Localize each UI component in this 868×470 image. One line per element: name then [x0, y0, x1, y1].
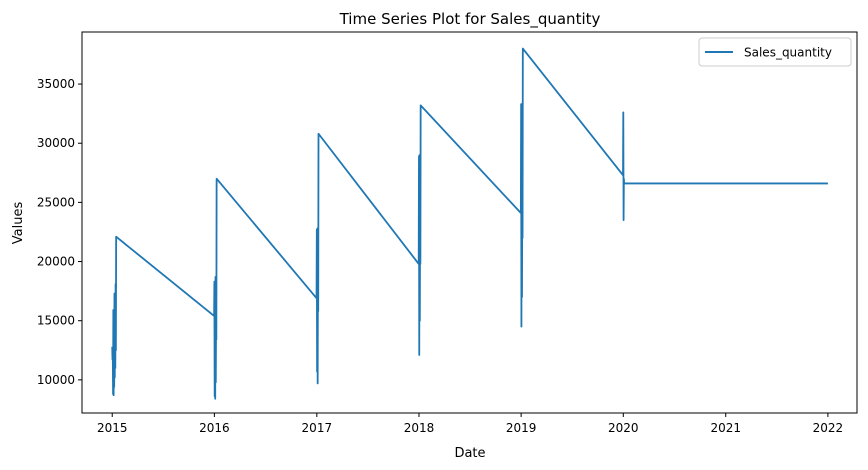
- x-tick-label: 2018: [404, 421, 435, 435]
- x-tick-label: 2022: [813, 421, 844, 435]
- x-tick-label: 2016: [199, 421, 230, 435]
- y-tick-label: 30000: [37, 136, 75, 150]
- y-axis-label: Values: [11, 202, 26, 245]
- y-tick-label: 35000: [37, 77, 75, 91]
- y-tick-label: 15000: [37, 314, 75, 328]
- legend-box: [698, 37, 852, 67]
- x-tick-label: 2021: [710, 421, 741, 435]
- legend: Sales_quantity: [698, 37, 852, 67]
- y-tick-label: 25000: [37, 195, 75, 209]
- y-tick-label: 20000: [37, 255, 75, 269]
- x-tick-label: 2020: [608, 421, 639, 435]
- y-tick-label: 10000: [37, 373, 75, 387]
- x-tick-label: 2017: [302, 421, 333, 435]
- tick-group: 2015 2016 2017 2018 2019 2020 2021 2022 10000 150…: [37, 77, 843, 435]
- series-line-Sales_quantity: [111, 47, 828, 400]
- x-tick-label: 2019: [506, 421, 537, 435]
- plot-area: [111, 47, 828, 400]
- chart-title: Time Series Plot for Sales_quantity: [339, 10, 601, 29]
- axes-frame: [81, 31, 858, 414]
- x-axis-label: Date: [454, 446, 485, 461]
- x-tick-label: 2015: [97, 421, 128, 435]
- legend-label: Sales_quantity: [744, 46, 832, 60]
